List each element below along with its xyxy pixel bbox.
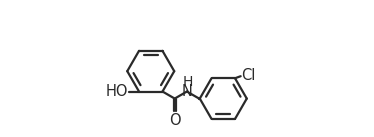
Text: H: H: [182, 75, 193, 89]
Text: N: N: [182, 84, 193, 99]
Text: O: O: [169, 113, 181, 128]
Text: HO: HO: [106, 84, 128, 99]
Text: Cl: Cl: [241, 68, 255, 83]
